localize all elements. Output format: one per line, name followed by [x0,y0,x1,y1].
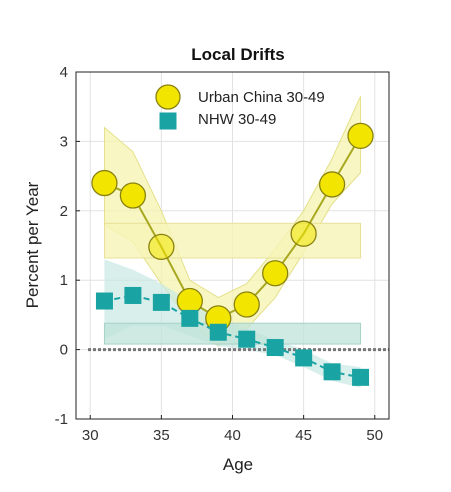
x-tick-label: 35 [153,427,170,444]
y-tick-label: 0 [60,342,68,359]
net-drift-band [103,322,362,345]
legend-marker-square [159,112,177,130]
x-axis-title: Age [223,455,253,474]
y-tick-label: 2 [60,203,68,220]
y-tick-label: -1 [55,411,68,428]
series-line [104,135,362,320]
net-drift-band [103,222,362,259]
data-point-square [352,368,370,386]
legend: Urban China 30-49 NHW 30-49 [155,84,325,130]
data-point-circle [290,220,317,247]
data-point-circle [318,171,346,198]
data-series [91,122,374,386]
data-point-circle [148,233,175,261]
axis-ticks: 30 35 40 45 50 -1 0 1 2 3 4 [55,64,383,444]
x-tick-label: 50 [366,427,383,444]
data-point-circle [347,122,374,149]
chart-title: Local Drifts [191,45,285,64]
legend-label: NHW 30-49 [198,111,276,128]
data-point-square [209,323,227,341]
data-point-square [266,339,284,357]
data-point-square [124,286,142,304]
data-point-circle [176,287,203,315]
data-point-square [95,292,113,310]
data-point-square [323,363,341,381]
data-point-square [152,293,170,311]
x-tick-label: 40 [224,427,241,444]
y-tick-label: 3 [60,133,68,150]
data-point-circle [233,291,260,318]
data-point-square [238,330,256,348]
data-point-square [181,309,199,327]
y-tick-label: 1 [60,272,68,289]
x-tick-label: 45 [295,427,312,444]
data-point-circle [119,182,147,209]
x-tick-label: 30 [82,427,99,444]
data-point-circle [262,260,289,287]
data-point-circle [91,169,118,197]
y-tick-label: 4 [60,64,68,81]
data-point-square [295,349,313,367]
legend-marker-circle [155,84,181,110]
legend-label: Urban China 30-49 [198,89,325,106]
y-axis-title: Percent per Year [23,181,42,308]
series-line [104,294,361,379]
